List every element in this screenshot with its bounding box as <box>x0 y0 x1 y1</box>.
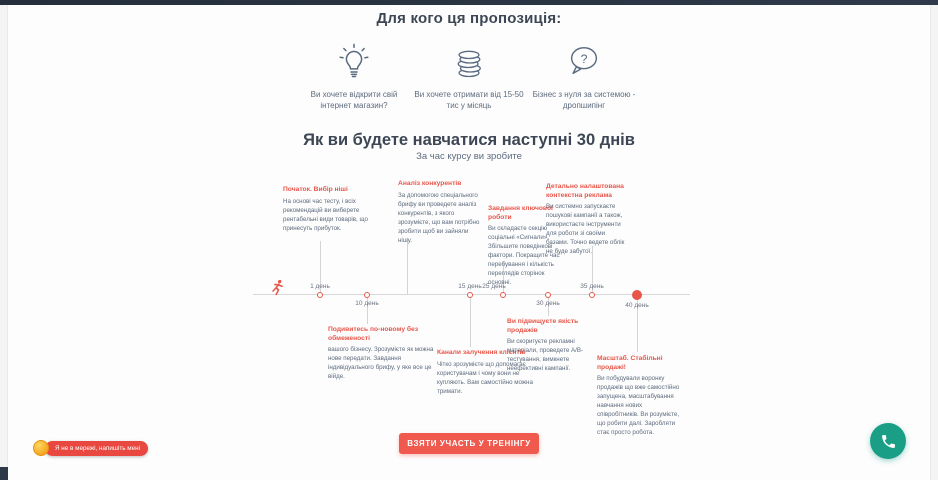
connector-line <box>367 296 368 324</box>
audience-label-dropshipping: Бізнес з нуля за системою - дропшипінг <box>532 90 636 110</box>
timeline-day-label: 30 день <box>536 300 560 307</box>
page-title: Для кого ця пропозиція: <box>376 10 562 27</box>
svg-text:?: ? <box>581 52 588 66</box>
corner-notch <box>0 467 8 480</box>
audience-item-income: Ви хочете отримати від 15-50 тис у місяц… <box>412 38 527 112</box>
connector-line <box>637 298 638 352</box>
timeline-day-label: 15 день <box>458 283 482 290</box>
step-title: Ви підвищуєте якість продажів <box>507 318 579 334</box>
timeline-dot <box>467 292 473 298</box>
audience-item-dropshipping: ? Бізнес з нуля за системою - дропшипінг <box>527 38 642 112</box>
connector-line <box>320 241 321 294</box>
timeline-step: Детально налаштована контекстна реклама … <box>546 183 628 257</box>
step-body: Ви побудували воронку продажів що вже са… <box>597 375 680 437</box>
timeline-dot <box>364 292 370 298</box>
timeline-dot-final <box>632 290 642 300</box>
connector-line <box>407 238 408 294</box>
connector-line <box>470 296 471 347</box>
timeline-dot <box>500 292 506 298</box>
audience-label-income: Ви хочете отримати від 15-50 тис у місяц… <box>414 90 524 110</box>
timeline-dot <box>545 292 551 298</box>
page-right-edge <box>930 0 938 480</box>
audience-item-shop: Ви хочете відкрити свій інтернет магазин… <box>297 38 412 112</box>
connector-line <box>503 263 504 294</box>
timeline-step: Масштаб. Стабільні продажі! Ви побудувал… <box>597 355 683 438</box>
step-body: Чітко зрозумієте що допомагає користувач… <box>437 360 533 395</box>
lightbulb-icon <box>335 38 373 82</box>
join-training-button[interactable]: ВЗЯТИ УЧАСТЬ У ТРЕНІНГУ <box>399 433 539 454</box>
chat-emoji-icon <box>33 440 49 456</box>
timeline-step: Подивитесь по-новому без обмеженості ваш… <box>328 326 434 382</box>
timeline-dot <box>317 292 323 298</box>
phone-icon <box>880 433 897 450</box>
page-left-edge <box>0 0 8 480</box>
timeline-day-label: 25 день <box>482 283 506 290</box>
timeline-step: Аналіз конкурентів За допомогою спеціаль… <box>398 180 480 246</box>
chat-offline-pill[interactable]: Я не в мережі, напишіть мені <box>45 440 148 456</box>
step-title: Масштаб. Стабільні продажі! <box>597 355 663 371</box>
course-section-subtitle: За час курсу ви зробите <box>416 151 522 162</box>
callback-phone-button[interactable] <box>870 423 906 459</box>
chat-offline-widget[interactable]: Я не в мережі, напишіть мені <box>33 440 148 456</box>
step-title: Детально налаштована контекстна реклама <box>546 183 624 199</box>
coins-icon <box>451 38 487 82</box>
top-navigation-bar <box>0 0 938 5</box>
connector-line <box>592 246 593 294</box>
chat-offline-label: Я не в мережі, напишіть мені <box>55 444 140 452</box>
timeline-step: Завдання ключової роботи Ви складаєте се… <box>488 205 564 288</box>
step-body: За допомогою спеціального брифу ви прове… <box>398 191 480 244</box>
audience-label-shop: Ви хочете відкрити свій інтернет магазин… <box>310 90 398 110</box>
timeline-day-label: 1 день <box>310 283 330 290</box>
step-title: Початок. Вибір ніші <box>283 186 348 193</box>
timeline-step: Ви підвищуєте якість продажів Ви скоригу… <box>507 318 597 374</box>
step-title: Завдання ключової роботи <box>488 205 553 221</box>
timeline-day-label: 40 день <box>625 302 649 309</box>
timeline-step: Канали залучення клієнтів Чітко зрозуміє… <box>437 349 535 397</box>
timeline-step: Початок. Вибір ніші На основі час тесту,… <box>283 186 373 234</box>
timeline-dot <box>589 292 595 298</box>
runner-icon <box>267 279 285 301</box>
timeline-day-label: 10 день <box>355 300 379 307</box>
step-body: вашого бізнесу. Зрозумієте як можна нове… <box>328 346 434 381</box>
timeline-day-label: 35 день <box>580 283 604 290</box>
audience-section: Ви хочете відкрити свій інтернет магазин… <box>0 38 938 112</box>
step-body: Ви складаєте секцію соціальні «Сигнали».… <box>488 225 560 287</box>
step-body: Ви системно запускаєте пошукові кампанії… <box>546 203 625 256</box>
connector-line <box>548 296 549 316</box>
step-body: На основі час тесту, і всіх рекомендацій… <box>283 197 368 232</box>
step-title: Канали залучення клієнтів <box>437 349 526 356</box>
step-title: Аналіз конкурентів <box>398 180 462 187</box>
course-section-title: Як ви будете навчатися наступні 30 днів <box>303 131 635 149</box>
question-bubble-icon: ? <box>565 38 603 82</box>
step-title: Подивитесь по-новому без обмеженості <box>328 326 419 342</box>
step-body: Ви скоригуєте рекламні матеріали, провед… <box>507 338 584 373</box>
